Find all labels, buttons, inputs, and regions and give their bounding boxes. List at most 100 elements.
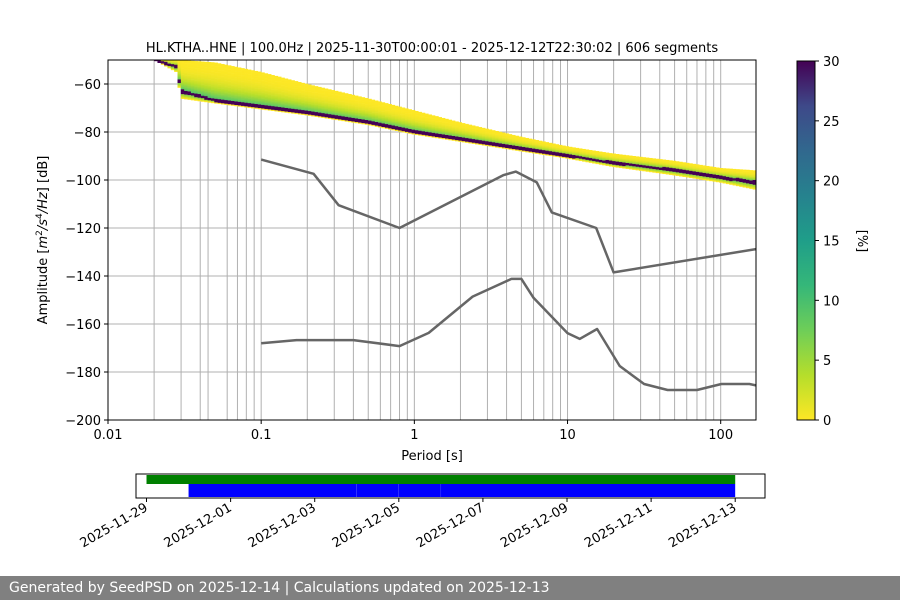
psd-cell [361,119,366,121]
psd-cell [729,173,733,176]
psd-cell [404,127,409,130]
psd-cell [672,166,677,169]
psd-cell [602,161,606,163]
psd-cell [528,140,533,143]
psd-cell [251,74,255,77]
psd-cell [234,91,239,94]
psd-cell [398,120,402,123]
psd-cell [241,105,245,108]
psd-cell [321,114,325,116]
psd-cell [251,106,255,109]
psd-cell [180,80,185,83]
psd-cell [528,147,533,150]
timeline-tick-label: 2025-11-29 [78,500,151,551]
psd-cell [424,123,429,125]
psd-cell [638,168,643,170]
psd-cell [184,84,188,87]
psd-cell [338,115,342,118]
psd-cell [374,102,379,105]
psd-cell [210,92,215,94]
psd-cell [190,85,195,88]
psd-cell [598,159,603,162]
psd-cell [348,107,352,109]
psd-cell [408,132,412,134]
psd-cell [200,83,205,85]
psd-cell [254,71,259,73]
psd-cell [234,73,239,76]
psd-cell [297,103,302,105]
psd-cell [481,130,486,133]
psd-cell [448,132,453,135]
psd-cell [220,88,225,91]
psd-cell [739,185,743,187]
psd-cell [194,90,198,93]
psd-cell [247,106,252,108]
psd-cell [501,137,506,140]
psd-cell [184,85,188,88]
psd-cell [331,90,335,91]
psd-cell [227,101,232,103]
psd-cell [572,153,576,156]
psd-cell [214,68,218,71]
psd-cell [735,181,740,183]
psd-cell [735,183,740,185]
psd-cell [194,72,198,75]
psd-cell [471,140,476,142]
psd-cell [471,129,476,131]
psd-cell [241,104,245,106]
psd-cell [294,92,299,94]
psd-cell [291,106,295,108]
psd-cell [341,106,346,108]
psd-cell [271,90,275,92]
psd-cell [585,157,590,159]
psd-cell [200,95,205,97]
psd-cell [695,170,700,172]
psd-cell [411,122,416,124]
psd-cell [565,149,570,152]
psd-cell [351,102,356,104]
psd-cell [304,86,309,88]
psd-cell [237,73,242,76]
psd-cell [418,132,422,135]
psd-cell [348,96,352,99]
psd-cell [371,109,376,111]
psd-cell [625,165,630,167]
psd-cell [702,170,707,172]
psd-cell [217,84,222,87]
psd-cell [184,63,188,65]
psd-cell [220,66,225,69]
psd-cell [321,91,325,93]
psd-cell [294,110,299,112]
psd-cell [244,104,249,107]
psd-cell [434,128,439,130]
psd-cell [498,143,503,145]
psd-cell [739,169,743,172]
psd-cell [364,104,369,106]
psd-cell [404,112,409,114]
psd-cell [177,80,182,82]
psd-cell [190,91,195,94]
psd-cell [294,84,299,87]
psd-cell [602,153,606,155]
psd-cell [338,96,342,98]
psd-cell [732,173,737,175]
psd-cell [602,155,606,157]
psd-cell [194,62,198,64]
psd-cell [314,104,319,107]
psd-cell [381,119,386,122]
psd-cell [247,71,252,74]
psd-cell [374,120,379,123]
psd-cell [675,174,680,176]
psd-cell [481,136,486,139]
psd-cell [378,106,382,109]
psd-cell [548,147,553,149]
psd-cell [428,128,432,130]
psd-cell [545,149,549,151]
psd-cell [207,80,212,83]
psd-cell [177,77,182,80]
psd-cell [458,125,463,128]
psd-cell [575,149,580,151]
psd-cell [488,131,493,134]
psd-cell [368,123,372,126]
psd-cell [338,107,342,109]
